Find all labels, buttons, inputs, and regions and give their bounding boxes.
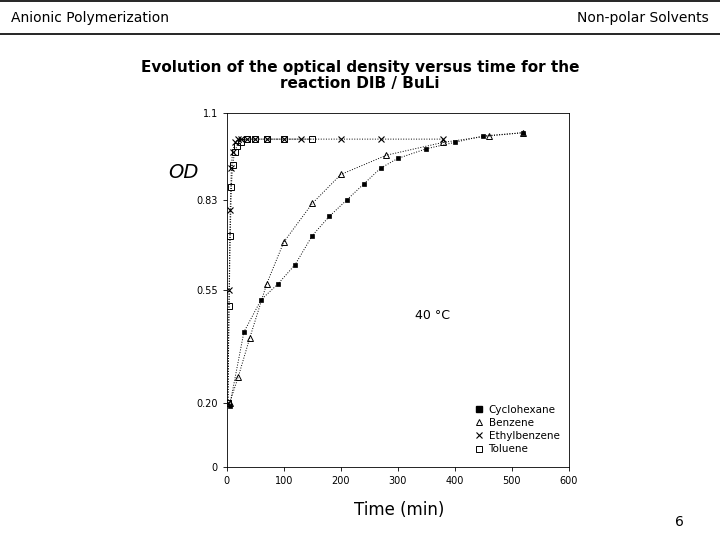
- Text: Evolution of the optical density versus time for the: Evolution of the optical density versus …: [140, 60, 580, 75]
- Text: 40 °C: 40 °C: [415, 309, 450, 322]
- Text: OD: OD: [168, 163, 199, 183]
- Text: Non-polar Solvents: Non-polar Solvents: [577, 11, 709, 24]
- Legend: Cyclohexane, Benzene, Ethylbenzene, Toluene: Cyclohexane, Benzene, Ethylbenzene, Tolu…: [471, 401, 564, 458]
- Text: Anionic Polymerization: Anionic Polymerization: [11, 11, 168, 24]
- Text: 6: 6: [675, 515, 684, 529]
- Text: reaction DIB / BuLi: reaction DIB / BuLi: [280, 76, 440, 91]
- Text: Time (min): Time (min): [354, 501, 445, 519]
